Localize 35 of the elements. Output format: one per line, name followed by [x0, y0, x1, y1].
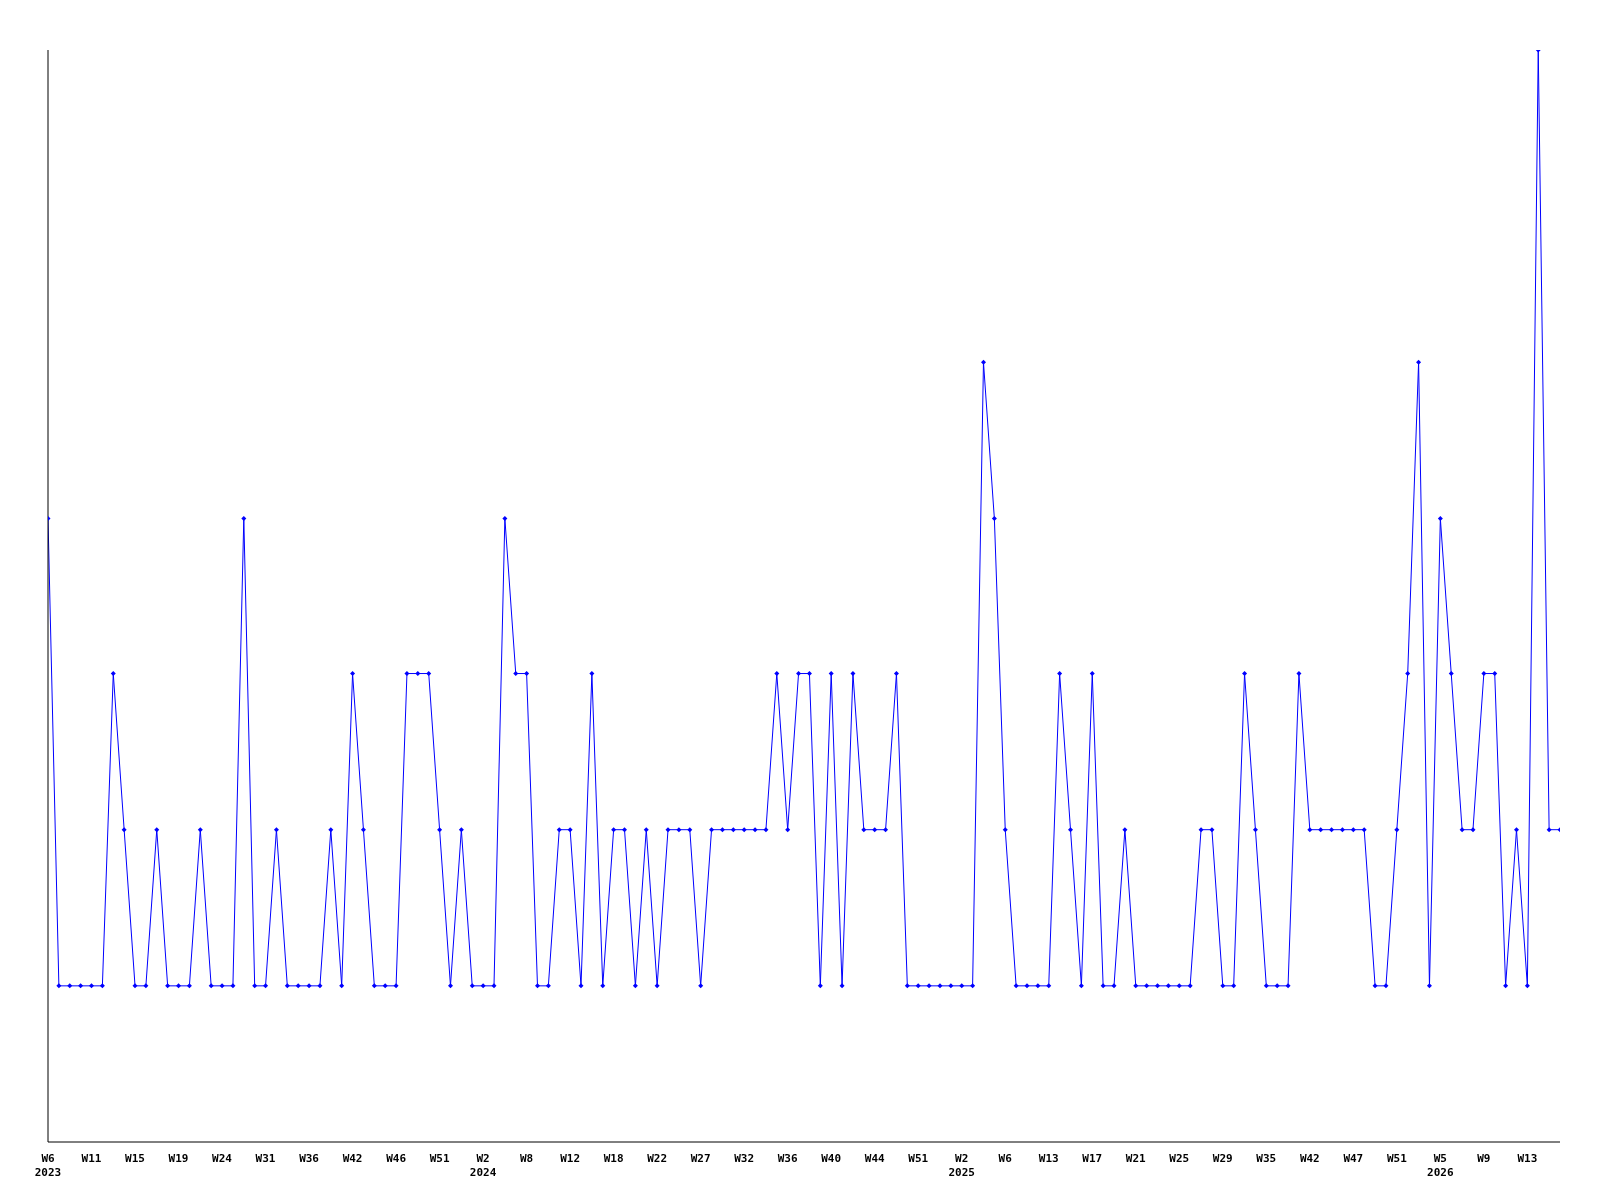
x-tick-label: W2 2024	[469, 1152, 497, 1179]
x-tick-label: W27	[690, 1152, 711, 1165]
x-tick-label: W9	[1477, 1152, 1491, 1165]
x-tick-label: W13	[1038, 1152, 1059, 1165]
x-tick-label: W24	[212, 1152, 233, 1165]
x-tick-label: W40	[821, 1152, 842, 1165]
x-tick-label: W51	[1386, 1152, 1408, 1165]
x-tick-label: W42	[342, 1152, 363, 1165]
x-tick-label: W51	[429, 1152, 450, 1165]
x-tick-label: W12	[560, 1152, 581, 1165]
x-tick-label: W19	[168, 1152, 189, 1165]
x-tick-label: W17	[1082, 1152, 1103, 1165]
x-tick-label: W44	[864, 1152, 886, 1165]
x-tick-label: W36	[299, 1152, 320, 1165]
x-tick-label: W11	[81, 1152, 102, 1165]
x-tick-label: W29	[1212, 1152, 1233, 1165]
x-tick-label: W42	[1299, 1152, 1320, 1165]
x-tick-label: W6 2023	[34, 1152, 62, 1179]
x-tick-label: W21	[1125, 1152, 1147, 1165]
x-tick-label: W2 2025	[948, 1152, 975, 1179]
x-tick-label: W5 2026	[1427, 1152, 1454, 1179]
x-tick-label: W35	[1256, 1152, 1277, 1165]
x-tick-label: W51	[908, 1152, 929, 1165]
x-tick-label: W15	[125, 1152, 145, 1165]
x-tick-label: W31	[255, 1152, 276, 1165]
x-tick-label: W47	[1343, 1152, 1364, 1165]
x-tick-label: W22	[647, 1152, 668, 1165]
x-tick-label: W32	[734, 1152, 755, 1165]
x-tick-label: W36	[777, 1152, 798, 1165]
x-tick-label: W8	[519, 1152, 534, 1165]
x-tick-label: W18	[603, 1152, 624, 1165]
x-tick-label: W46	[386, 1152, 407, 1165]
x-tick-label: W6	[998, 1152, 1013, 1165]
x-tick-label: W25	[1169, 1152, 1190, 1165]
x-tick-label: W13	[1517, 1152, 1538, 1165]
